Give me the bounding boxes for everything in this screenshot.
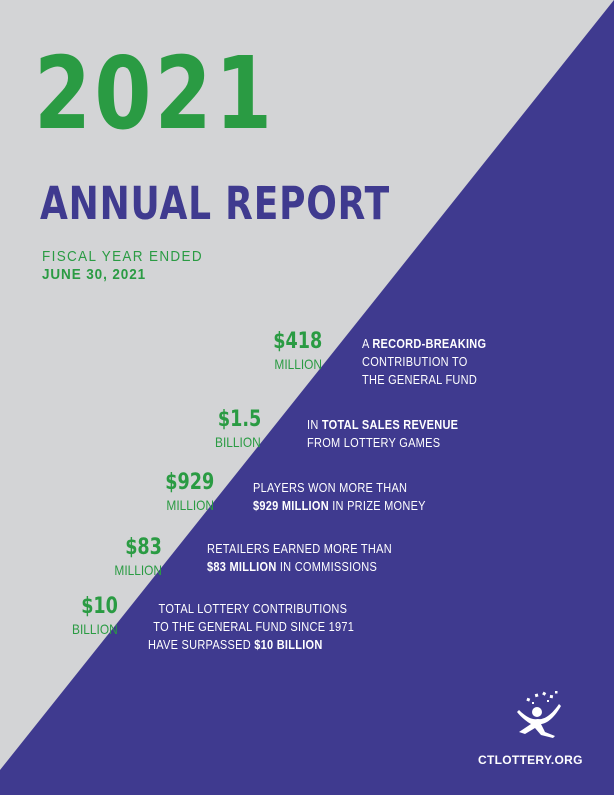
stat-desc-line: $83 MILLION IN COMMISSIONS bbox=[207, 560, 378, 574]
report-year: 2021 bbox=[34, 35, 276, 152]
report-title: ANNUAL REPORT bbox=[40, 177, 390, 230]
stat-description: TOTAL LOTTERY CONTRIBUTIONS TO THE GENER… bbox=[148, 600, 354, 654]
stat-desc-line: CONTRIBUTION TO bbox=[362, 355, 468, 369]
stat-description: A RECORD-BREAKING CONTRIBUTION TO THE GE… bbox=[362, 335, 486, 389]
stat-value: $83 bbox=[125, 535, 162, 560]
stat-unit: BILLION bbox=[72, 621, 118, 637]
stat-value: $418 bbox=[273, 329, 322, 354]
stat-desc-line: THE GENERAL FUND bbox=[362, 373, 478, 387]
stat-value: $929 bbox=[165, 470, 214, 495]
stat-unit: MILLION bbox=[166, 497, 214, 513]
stat-desc-line: HAVE SURPASSED $10 BILLION bbox=[148, 638, 323, 652]
stat-desc-line: $929 MILLION IN PRIZE MONEY bbox=[253, 499, 426, 513]
stat-unit: MILLION bbox=[274, 356, 322, 372]
stat-desc-line: PLAYERS WON MORE THAN bbox=[253, 481, 408, 495]
stat-value: $10 bbox=[81, 594, 118, 619]
stat-desc-line: A RECORD-BREAKING bbox=[362, 337, 487, 351]
stat-unit: MILLION bbox=[114, 562, 162, 578]
ct-lottery-logo-icon bbox=[517, 691, 561, 738]
stat-desc-line: FROM LOTTERY GAMES bbox=[307, 436, 441, 450]
website-url: CTLOTTERY.ORG bbox=[478, 753, 583, 767]
stat-desc-line: TO THE GENERAL FUND SINCE 1971 bbox=[153, 620, 355, 634]
fiscal-year-date: JUNE 30, 2021 bbox=[42, 266, 147, 283]
stat-description: PLAYERS WON MORE THAN $929 MILLION IN PR… bbox=[253, 479, 426, 515]
stat-desc-line: IN TOTAL SALES REVENUE bbox=[307, 418, 459, 432]
stat-description: RETAILERS EARNED MORE THAN $83 MILLION I… bbox=[207, 540, 392, 576]
fiscal-year-label: FISCAL YEAR ENDED bbox=[42, 248, 204, 265]
stat-description: IN TOTAL SALES REVENUE FROM LOTTERY GAME… bbox=[307, 416, 458, 452]
stat-desc-line: TOTAL LOTTERY CONTRIBUTIONS bbox=[158, 602, 348, 616]
stat-desc-line: RETAILERS EARNED MORE THAN bbox=[207, 542, 392, 556]
stat-value: $1.5 bbox=[217, 407, 261, 432]
stat-unit: BILLION bbox=[215, 434, 261, 450]
